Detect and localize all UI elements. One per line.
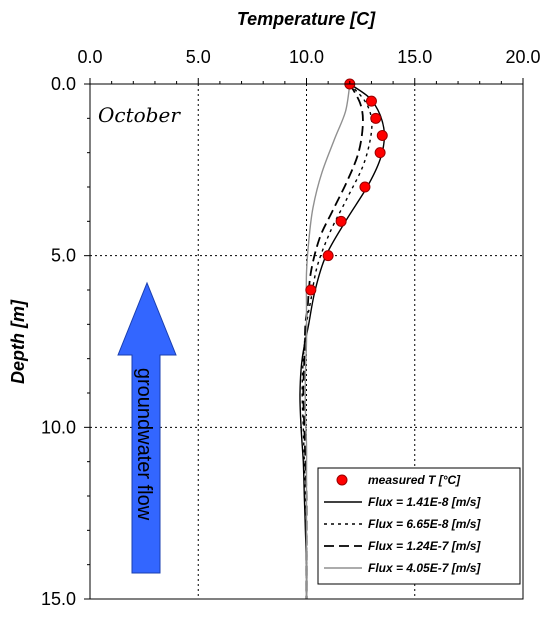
x-tick-label: 20.0 [505, 47, 540, 67]
legend-label: Flux = 1.41E-8 [m/s] [368, 495, 481, 509]
series-line-4 [304, 83, 351, 599]
x-tick-label: 15.0 [397, 47, 432, 67]
month-annotation: October [98, 103, 181, 127]
y-tick-label: 15.0 [41, 589, 76, 609]
ticks: 0.0 5.0 10.0 15.0 20.0 0.0 5.0 10.0 15.0 [41, 47, 541, 609]
legend-box [317, 467, 521, 585]
y-tick-label: 10.0 [41, 417, 76, 437]
legend-label: Flux = 4.05E-7 [m/s] [368, 561, 481, 575]
x-tick-label: 10.0 [289, 47, 324, 67]
measured-point [359, 181, 371, 193]
y-tick-label: 0.0 [51, 74, 76, 94]
legend-swatch-measured [336, 474, 348, 486]
measured-point [376, 130, 388, 141]
measured-point [374, 147, 386, 159]
measured-point [365, 95, 377, 107]
measured-point [305, 284, 317, 296]
arrow-up-icon [117, 281, 177, 574]
legend-label: Flux = 6.65E-8 [m/s] [368, 517, 481, 531]
measured-point [370, 112, 382, 124]
measured-point [322, 250, 334, 262]
legend: measured T [°C] Flux = 1.41E-8 [m/s] Flux … [317, 467, 521, 585]
series-line-2 [301, 83, 373, 599]
y-axis-title: Depth [m] [8, 299, 28, 384]
x-tick-label: 0.0 [77, 47, 102, 67]
x-axis-title: Temperature [C] [237, 9, 376, 29]
y-tick-label: 5.0 [51, 246, 76, 266]
groundwater-flow-arrow: groundwater flow [117, 281, 177, 574]
measured-point [335, 215, 347, 227]
groundwater-flow-label: groundwater flow [133, 368, 155, 521]
legend-label: measured T [°C] [368, 473, 461, 487]
legend-label: Flux = 1.24E-7 [m/s] [368, 539, 481, 553]
x-tick-label: 5.0 [186, 47, 211, 67]
